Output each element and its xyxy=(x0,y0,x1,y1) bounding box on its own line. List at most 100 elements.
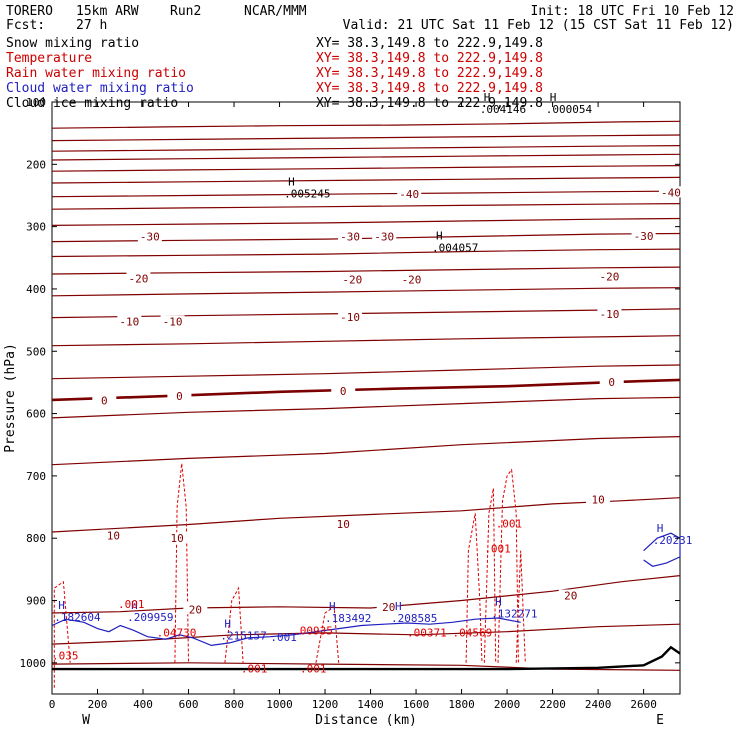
temperature-label-bg xyxy=(101,529,126,541)
temperature-label: -30 xyxy=(340,231,360,244)
legend-item-name: Temperature xyxy=(6,51,92,66)
temperature-label: -10 xyxy=(340,311,360,324)
high-marker-value: .00935 xyxy=(293,625,333,638)
high-marker-value: .005245 xyxy=(284,188,330,201)
x-tick-label: 1000 xyxy=(266,698,293,711)
temperature-labels: -40 -40 -30 -30 -30 -30 -20 -20 -20 -20 -10 -10 -10 -… xyxy=(92,186,683,616)
high-marker-letter: H xyxy=(436,229,443,242)
temperature-label: 10 xyxy=(337,518,350,531)
high-marker-value: .183492 xyxy=(325,612,371,625)
temperature-label: 10 xyxy=(107,530,120,543)
theta-contour-line xyxy=(51,134,681,142)
legend-item-name: Cloud ice mixing ratio xyxy=(6,96,178,111)
y-tick-label: 1000 xyxy=(20,657,47,670)
high-marker-value: .208585 xyxy=(391,612,437,625)
rain-contour-line xyxy=(224,586,244,663)
cloud-water-contours xyxy=(51,532,681,647)
high-marker-letter: H xyxy=(329,600,336,613)
temperature-label-bg xyxy=(126,272,151,284)
theta-contour-line xyxy=(51,248,681,258)
x-axis-label: Distance (km) xyxy=(315,713,417,728)
rain-contour-line xyxy=(483,488,497,663)
temperature-label-bg xyxy=(338,310,363,322)
theta-contour-line xyxy=(51,203,681,210)
legend-item-name: Rain water mixing ratio xyxy=(6,66,186,81)
theta-contour-line xyxy=(51,396,681,419)
high-marker-value: .001 xyxy=(241,663,268,676)
high-marker-value: .004057 xyxy=(432,241,478,254)
x-tick-label: 1800 xyxy=(448,698,475,711)
temperature-label: -10 xyxy=(163,315,183,328)
temperature-label: -30 xyxy=(140,231,160,244)
temperature-label-bg xyxy=(340,273,365,285)
high-marker-letter: H xyxy=(657,522,664,535)
header-fcst-value: 27 h xyxy=(76,18,107,33)
legend: Snow mixing ratio XY= 38.3,149.8 to 222.9… xyxy=(6,36,543,111)
temperature-label-bg xyxy=(399,273,424,285)
temperature-label-bg xyxy=(338,230,363,242)
temperature-label-bg xyxy=(658,186,683,198)
terrain-line xyxy=(52,645,681,671)
high-marker-value: .04569 xyxy=(452,626,492,639)
temperature-label-bg xyxy=(597,270,622,282)
temperature-label-bg xyxy=(397,188,422,200)
theta-contour-line xyxy=(51,217,681,226)
temperature-label-bg xyxy=(165,532,190,544)
high-marker-letter: H xyxy=(395,600,402,613)
x-tick-label: 1200 xyxy=(312,698,339,711)
high-marker-value: .001 xyxy=(484,542,511,555)
header-fcst-label: Fcst: xyxy=(6,18,45,33)
temperature-label-bg xyxy=(160,315,185,327)
theta-contour-line xyxy=(51,497,681,533)
theta-contour-line xyxy=(51,165,681,172)
theta-contour-line xyxy=(51,575,681,614)
y-tick-label: 300 xyxy=(26,221,46,234)
temperature-label-bg xyxy=(376,600,401,612)
high-marker-value: .132271 xyxy=(491,608,537,621)
rain-contour-line xyxy=(465,513,483,663)
temperature-label: -30 xyxy=(634,230,654,243)
high-marker-letter: H xyxy=(58,599,65,612)
cloud-water-contour-line xyxy=(51,617,521,647)
high-marker-letter: H xyxy=(224,618,231,631)
high-marker-value: .215157 xyxy=(220,630,266,643)
temperature-label: 0 xyxy=(340,385,347,398)
freezing-line xyxy=(51,378,681,402)
temperature-label: -10 xyxy=(600,308,620,321)
high-marker-value: .035 xyxy=(52,649,79,662)
high-marker-letter: H xyxy=(131,599,138,612)
temperature-label: 0 xyxy=(101,394,108,407)
freezing-contour-line xyxy=(51,378,681,402)
temperature-label-bg xyxy=(167,390,192,402)
rain-contour-line xyxy=(53,580,71,688)
theta-contour-line xyxy=(51,436,681,466)
legend-item-xy: XY= 38.3,149.8 to 222.9,149.8 xyxy=(316,36,543,51)
high-marker-value: .04730 xyxy=(157,626,197,639)
theta-contour-line xyxy=(51,308,681,319)
rain-contour-line xyxy=(515,550,526,663)
theta-contour-line xyxy=(51,623,681,645)
rain-contour-line xyxy=(174,463,189,663)
high-marker-value: .004146 xyxy=(480,103,526,116)
x-axis-left-label: W xyxy=(82,713,90,728)
theta-contour-line xyxy=(51,153,681,161)
high-marker-value: .00371 xyxy=(407,626,447,639)
theta-contour-line xyxy=(51,190,681,198)
high-marker-value: .001 xyxy=(300,663,327,676)
high-marker-letter: H xyxy=(550,91,557,104)
temperature-label-bg xyxy=(631,229,656,241)
x-tick-label: 0 xyxy=(49,698,56,711)
theta-contour-line xyxy=(51,287,681,297)
theta-contour-line xyxy=(51,335,681,347)
header-valid: Valid: 21 UTC Sat 11 Feb 12 (15 CST Sat … xyxy=(343,18,734,33)
temperature-label: -20 xyxy=(600,270,620,283)
y-axis-label: Pressure (hPa) xyxy=(3,343,18,453)
y-tick-label: 700 xyxy=(26,470,46,483)
temperature-label: -10 xyxy=(119,315,139,328)
y-tick-label: 400 xyxy=(26,283,46,296)
high-marker-value: .182604 xyxy=(54,611,101,624)
temperature-label-bg xyxy=(372,230,397,242)
legend-item-xy: XY= 38.3,149.8 to 222.9,149.8 xyxy=(316,51,543,66)
temperature-label: -40 xyxy=(661,186,681,199)
